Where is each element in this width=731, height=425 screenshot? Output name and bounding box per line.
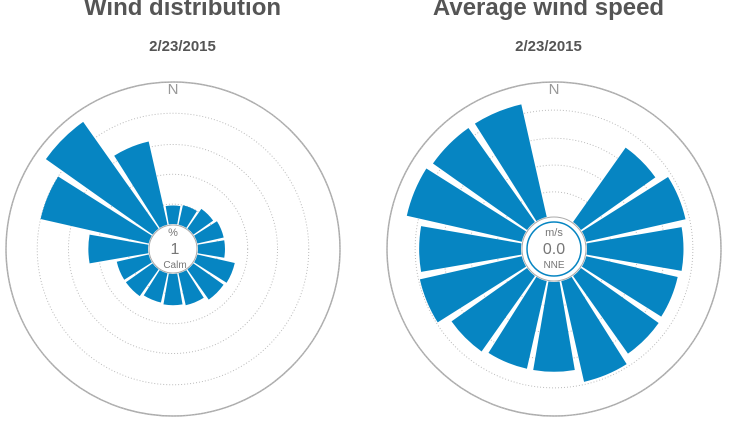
north-label: N bbox=[168, 81, 179, 98]
wind-bar-ene bbox=[194, 221, 224, 244]
wind-bars bbox=[40, 121, 235, 306]
grid-ring bbox=[67, 143, 279, 355]
wind-bar-nw bbox=[432, 127, 535, 230]
wind-bar-sw bbox=[451, 268, 535, 352]
average-wind-speed-panel: Average wind speed 2/23/2015 N m/s 0.0 N… bbox=[366, 0, 731, 425]
wind-bar-se bbox=[187, 263, 224, 300]
wind-distribution-rose: N % 1 Calm bbox=[5, 81, 341, 417]
wind-bar-wsw bbox=[116, 254, 152, 280]
north-label: N bbox=[549, 81, 560, 98]
wind-bar-sse bbox=[561, 276, 627, 382]
wind-bar-nne bbox=[178, 205, 197, 228]
wind-bar-ssw bbox=[488, 276, 547, 369]
wind-bar-ese bbox=[194, 254, 235, 283]
wind-bar-sse bbox=[178, 270, 204, 306]
wind-bar-ene bbox=[581, 177, 686, 242]
chart-title: Average wind speed bbox=[432, 0, 665, 21]
wind-bar-nw bbox=[45, 121, 159, 235]
wind-bar-se bbox=[573, 268, 659, 354]
center-circle bbox=[148, 224, 198, 274]
wind-bar-ne bbox=[573, 147, 656, 230]
average-wind-speed-rose: N m/s 0.0 NNE bbox=[386, 81, 722, 417]
wind-bar-s bbox=[533, 281, 575, 372]
wind-bar-wsw bbox=[419, 256, 527, 323]
wind-bar-sw bbox=[125, 263, 159, 297]
grid-ring bbox=[5, 81, 341, 417]
wind-bar-wnw bbox=[406, 168, 527, 242]
wind-bar-w bbox=[88, 234, 149, 264]
wind-bar-nnw bbox=[114, 141, 168, 228]
wind-bar-nnw bbox=[474, 104, 547, 222]
grid-ring bbox=[36, 112, 310, 386]
center-inner-ring bbox=[526, 221, 582, 277]
wind-bar-ne bbox=[187, 208, 214, 235]
chart-subtitle: 2/23/2015 bbox=[515, 38, 582, 55]
wind-bar-ssw bbox=[143, 270, 168, 303]
wind-bar-w bbox=[419, 226, 522, 272]
wind-bars bbox=[406, 104, 686, 382]
center-unit: % bbox=[168, 227, 178, 239]
center-unit: m/s bbox=[545, 227, 563, 239]
center-label: Calm bbox=[163, 260, 186, 271]
center-value: 1 bbox=[171, 241, 180, 258]
wind-distribution-panel: Wind distribution 2/23/2015 N % 1 Calm bbox=[0, 0, 365, 425]
wind-bar-e bbox=[586, 227, 684, 271]
wind-bar-n bbox=[165, 205, 181, 225]
grid-ring bbox=[386, 81, 722, 417]
wind-bar-ese bbox=[581, 256, 678, 317]
wind-bar-e bbox=[197, 240, 225, 258]
center-circle bbox=[521, 216, 587, 282]
center-label: NNE bbox=[543, 260, 564, 271]
chart-title: Wind distribution bbox=[83, 0, 282, 21]
center-value: 0.0 bbox=[543, 241, 565, 258]
wind-bar-wnw bbox=[40, 176, 152, 244]
chart-subtitle: 2/23/2015 bbox=[149, 38, 216, 55]
grid-ring bbox=[414, 109, 694, 389]
wind-bar-s bbox=[163, 273, 183, 306]
